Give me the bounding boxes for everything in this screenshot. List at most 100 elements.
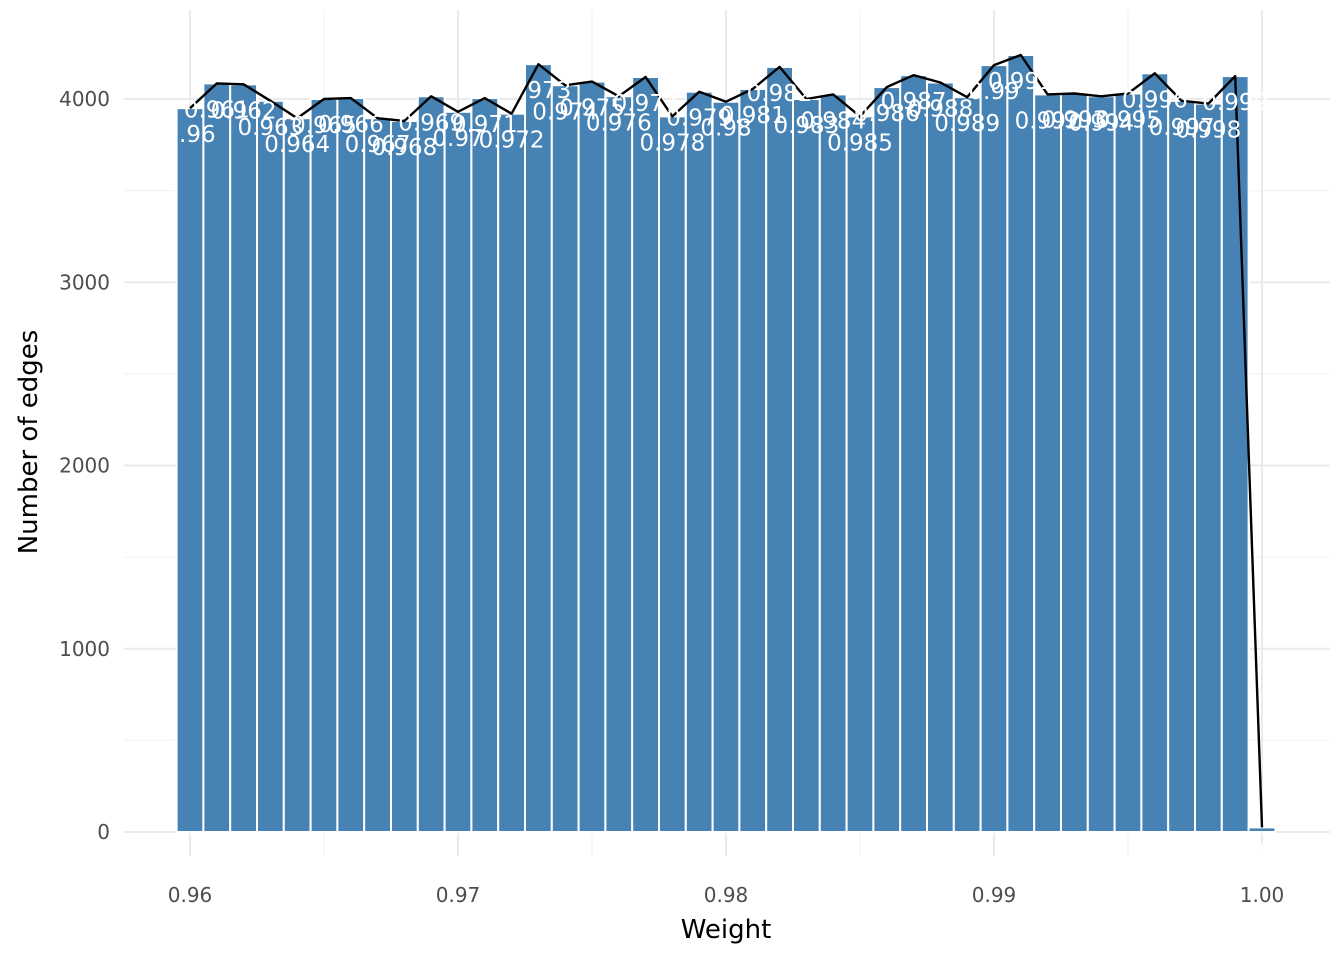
histogram-bar	[524, 63, 553, 834]
y-tick-label: 1000	[59, 637, 110, 661]
bar-value-label: 0.968	[371, 135, 437, 161]
bar-value-label: 0.997	[1149, 115, 1215, 141]
bar-value-label: 0.994	[1068, 110, 1134, 136]
histogram-bar	[684, 90, 714, 834]
x-tick-label: 0.99	[972, 883, 1017, 907]
histogram-bar	[658, 115, 687, 833]
bar-value-label: 0.969	[398, 110, 464, 136]
x-axis-title: Weight	[681, 915, 772, 945]
histogram-bar	[1060, 92, 1089, 833]
histogram-bar	[1194, 102, 1223, 834]
histogram-bar	[256, 99, 285, 833]
histogram-bar	[443, 110, 473, 833]
bar-value-label: 0.986	[854, 101, 920, 127]
bar-value-label: 0.97	[432, 126, 483, 152]
histogram-bar	[1086, 95, 1116, 834]
bar-value-label: 0.998	[1175, 118, 1241, 144]
histogram-bar	[202, 82, 232, 833]
histogram-bar	[926, 81, 955, 833]
histogram-bar	[1113, 92, 1143, 833]
histogram-bar	[1033, 93, 1062, 833]
bar-value-label: 0.965	[291, 113, 357, 139]
histogram-bar	[363, 117, 393, 833]
bar-value-label: 0.971	[452, 112, 518, 138]
bar-value-label: 0.961	[184, 97, 250, 123]
bar-value-label: 1	[1255, 841, 1270, 867]
bar-value-label: 0.992	[1015, 108, 1081, 134]
x-tick-label: 0.96	[168, 883, 213, 907]
bars	[175, 54, 1277, 834]
bar-value-label: 0.982	[747, 81, 813, 107]
histogram-bar	[550, 84, 580, 834]
histogram-bar	[738, 87, 768, 833]
axis-ticks: 0.96 0.97 0.98 0.99 1.00 0 1000 2000 3000 4000	[59, 87, 1284, 907]
histogram-bar	[631, 76, 661, 833]
y-tick-label: 2000	[59, 454, 110, 478]
bar-value-label: 0.981	[720, 103, 786, 129]
bar-value-label: 0.985	[827, 130, 893, 156]
histogram-bar	[818, 93, 848, 833]
bar-value-label: 0.99	[968, 79, 1019, 105]
histogram-bar	[1220, 75, 1250, 833]
y-tick-label: 3000	[59, 270, 110, 294]
histogram-bar	[309, 98, 339, 833]
bar-value-label: 0.978	[639, 130, 705, 156]
histogram-bar	[872, 86, 902, 834]
bar-value-label: 0.973	[505, 78, 571, 104]
y-axis-title: Number of edges	[14, 330, 44, 555]
bar-value-label: 0.962	[211, 98, 277, 124]
x-tick-label: 0.98	[704, 883, 749, 907]
histogram-bar	[952, 96, 982, 834]
bar-value-label: 0.975	[559, 96, 625, 122]
y-tick-label: 4000	[59, 87, 110, 111]
bar-value-label: 0.991	[988, 69, 1054, 95]
histogram-bar	[845, 115, 875, 833]
y-tick-label: 0	[97, 820, 110, 844]
bar-value-label: 0.989	[934, 111, 1000, 137]
histogram-bar	[175, 107, 205, 834]
bar-value-label: 0.984	[800, 108, 866, 134]
bar-value-label: 0.967	[345, 132, 411, 158]
x-tick-label: 0.97	[436, 883, 481, 907]
histogram-bar	[229, 83, 258, 833]
histogram-bar	[604, 95, 634, 834]
histogram-bar	[711, 100, 741, 833]
histogram-bar	[765, 65, 795, 833]
histogram-bar	[792, 98, 821, 833]
histogram-bar	[1247, 826, 1277, 834]
histogram-bar	[336, 97, 366, 834]
frequency-polyline	[189, 53, 1264, 828]
histogram-bar	[497, 112, 527, 834]
bar-value-label: 0.979	[666, 106, 732, 132]
frequency-line	[189, 53, 1264, 828]
bar-labels: 0.960.9610.9620.9630.9640.9650.9660.9670…	[164, 69, 1269, 867]
histogram-bar	[899, 74, 929, 834]
histogram-bar	[390, 119, 419, 834]
bar-value-label: 0.974	[532, 99, 598, 125]
histogram-bar	[1006, 54, 1036, 833]
bar-value-label: 0.993	[1041, 108, 1107, 134]
bar-value-label: 0.98	[700, 116, 751, 142]
bar-value-label: 0.976	[586, 110, 652, 136]
histogram-bar	[416, 95, 446, 834]
bar-value-label: 0.977	[613, 91, 679, 117]
x-tick-label: 1.00	[1240, 883, 1285, 907]
bar-value-label: 0.996	[1122, 87, 1188, 113]
histogram-bar	[577, 80, 607, 833]
bar-value-label: 0.966	[318, 112, 384, 138]
histogram-bar	[979, 64, 1009, 833]
bar-value-label: 0.983	[773, 113, 839, 139]
histogram-bar	[470, 97, 500, 834]
bar-value-label: 0.987	[881, 89, 947, 115]
histogram-bar	[1167, 99, 1196, 833]
bar-value-label: 0.96	[164, 122, 215, 148]
histogram-bar	[282, 117, 312, 833]
bar-value-label: 0.963	[237, 115, 303, 141]
bar-value-label: 0.964	[264, 132, 330, 158]
bar-value-label: 0.972	[479, 128, 545, 154]
bar-value-label: 0.999	[1202, 90, 1268, 116]
bar-value-label: 0.995	[1095, 108, 1161, 134]
histogram-bar	[1140, 72, 1170, 834]
bar-value-label: 0.988	[907, 97, 973, 123]
